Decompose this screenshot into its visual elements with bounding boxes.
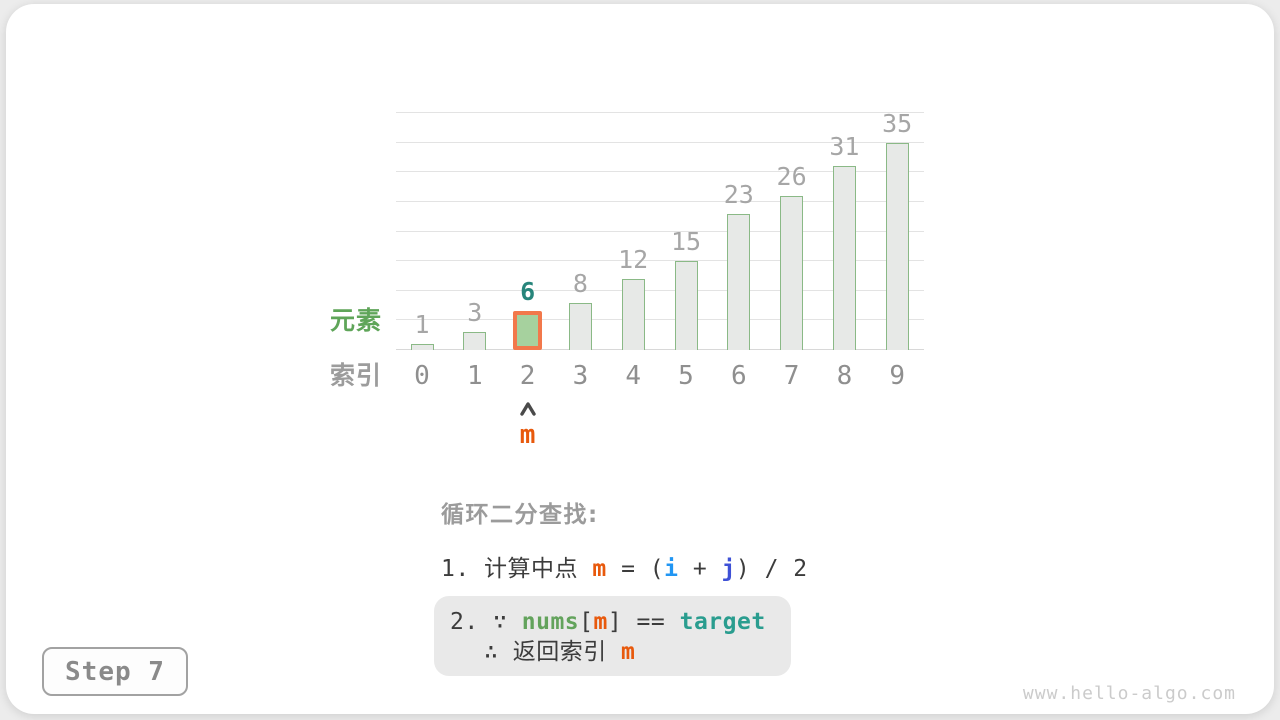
bar xyxy=(463,332,487,350)
x-tick-label: 5 xyxy=(678,361,694,391)
text-segment: + xyxy=(678,556,722,582)
x-axis-label: 索引 xyxy=(330,361,383,390)
x-tick-label: 9 xyxy=(889,361,906,391)
code-token: i xyxy=(664,556,679,582)
bar-value-label: 35 xyxy=(882,109,913,138)
x-tick-label: 0 xyxy=(414,361,430,391)
bar-value-label: 23 xyxy=(723,180,754,209)
watermark: www.hello-algo.com xyxy=(1022,683,1236,704)
bar xyxy=(780,196,804,350)
bar-value-label: 15 xyxy=(670,227,702,256)
code-token: m xyxy=(592,556,607,582)
bar-value-label: 3 xyxy=(467,298,483,327)
gridline xyxy=(396,289,924,291)
bar-value-label: 12 xyxy=(618,245,649,274)
annotation-heading: 循环二分查找: xyxy=(441,502,599,528)
code-token: m xyxy=(621,639,636,665)
text-segment: = ( xyxy=(606,556,665,582)
formula-step-2a: 2. ∵ nums[m] == target xyxy=(450,607,775,637)
bar xyxy=(885,143,909,350)
x-tick-label: 1 xyxy=(466,361,483,391)
x-tick-label: 7 xyxy=(783,361,800,391)
y-axis-label: 元素 xyxy=(330,306,383,335)
x-axis-line xyxy=(396,349,924,350)
step-badge: Step 7 xyxy=(42,647,188,696)
bar xyxy=(832,166,856,350)
conclusion-box: 2. ∵ nums[m] == target ∴ 返回索引 m xyxy=(434,596,791,676)
code-token: nums xyxy=(521,609,580,635)
gridline xyxy=(396,200,924,202)
text-segment: ) / 2 xyxy=(735,556,808,582)
text-segment: 1. 计算中点 xyxy=(441,556,593,582)
bar-value-label: 31 xyxy=(829,132,860,161)
x-tick-label: 8 xyxy=(836,361,853,391)
text-segment: ] == xyxy=(607,609,680,635)
text-segment: [ xyxy=(579,609,594,635)
midpoint-marker-label: m xyxy=(519,420,536,450)
x-tick-label: 4 xyxy=(625,361,642,391)
bar-value-label: 26 xyxy=(776,162,807,191)
bar-value-label: 1 xyxy=(414,310,430,339)
code-token: target xyxy=(679,609,766,635)
bar-value-label: 6 xyxy=(520,277,536,306)
x-tick-label: 6 xyxy=(730,361,747,391)
code-token: m xyxy=(593,609,608,635)
x-tick-label: 3 xyxy=(572,361,589,391)
gridline xyxy=(396,112,924,113)
gridline xyxy=(396,230,924,232)
gridline xyxy=(396,260,924,262)
formula-step-1: 1. 计算中点 m = (i + j) / 2 xyxy=(441,549,808,583)
bar xyxy=(621,279,645,350)
plot-area: 1 3 6 8 12 15 23 26 31 35 xyxy=(396,111,924,350)
text-segment: ∴ 返回索引 xyxy=(484,639,622,665)
gridline xyxy=(396,171,924,173)
formula-step-2b: ∴ 返回索引 m xyxy=(450,637,775,667)
x-tick-label: 2 xyxy=(519,361,536,391)
bar xyxy=(410,344,434,350)
gridline xyxy=(396,141,924,143)
gridline xyxy=(396,319,924,321)
text-segment: 2. ∵ xyxy=(450,609,522,635)
bar-highlighted xyxy=(513,311,543,350)
caret-up-icon xyxy=(518,401,538,420)
bar xyxy=(674,261,698,350)
bar-value-label: 8 xyxy=(572,269,588,298)
bar xyxy=(568,303,592,350)
bar xyxy=(727,214,751,350)
code-token: j xyxy=(721,556,736,582)
